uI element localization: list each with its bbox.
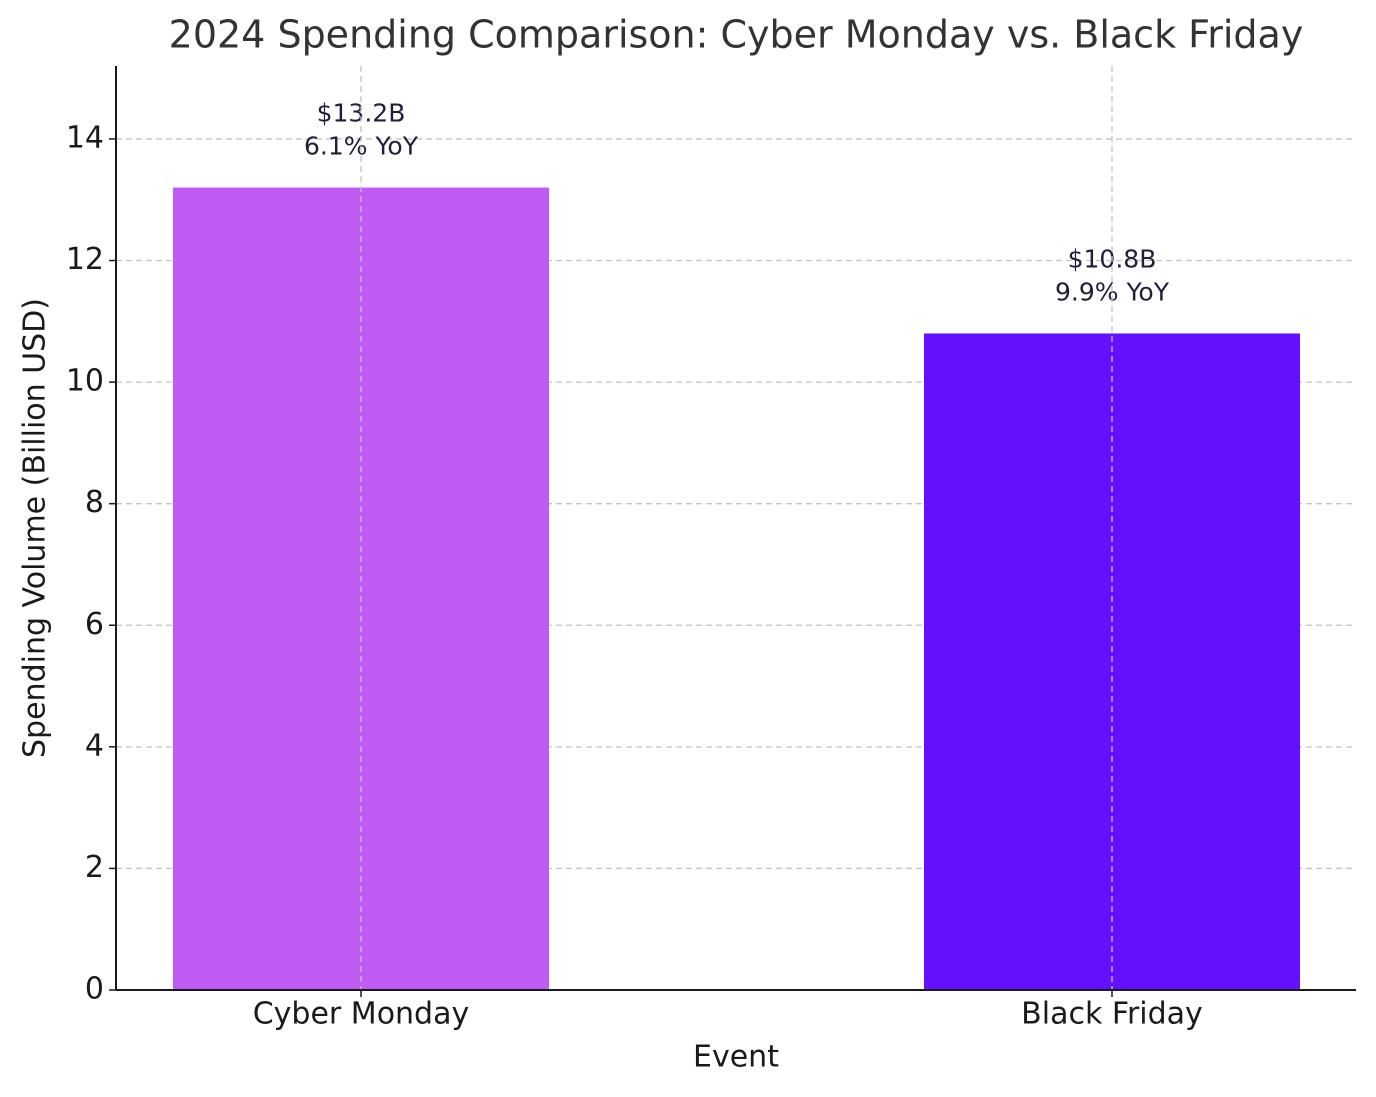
y-tick-label: 6 — [85, 607, 104, 642]
x-tick-label: Cyber Monday — [253, 997, 470, 1032]
x-tick-label: Black Friday — [1021, 997, 1203, 1032]
y-tick-label: 4 — [85, 728, 104, 763]
value-label: $13.2B — [317, 99, 406, 128]
y-axis-label: Spending Volume (Billion USD) — [18, 298, 53, 758]
y-tick-label: 0 — [85, 972, 104, 1007]
y-tick-label: 12 — [66, 242, 104, 277]
y-tick-label: 2 — [85, 850, 104, 885]
x-axis-label: Event — [693, 1040, 779, 1075]
y-tick-label: 8 — [85, 485, 104, 520]
y-tick-label: 10 — [66, 364, 104, 399]
y-tick-label: 14 — [66, 120, 104, 155]
chart-title: 2024 Spending Comparison: Cyber Monday v… — [169, 13, 1304, 57]
